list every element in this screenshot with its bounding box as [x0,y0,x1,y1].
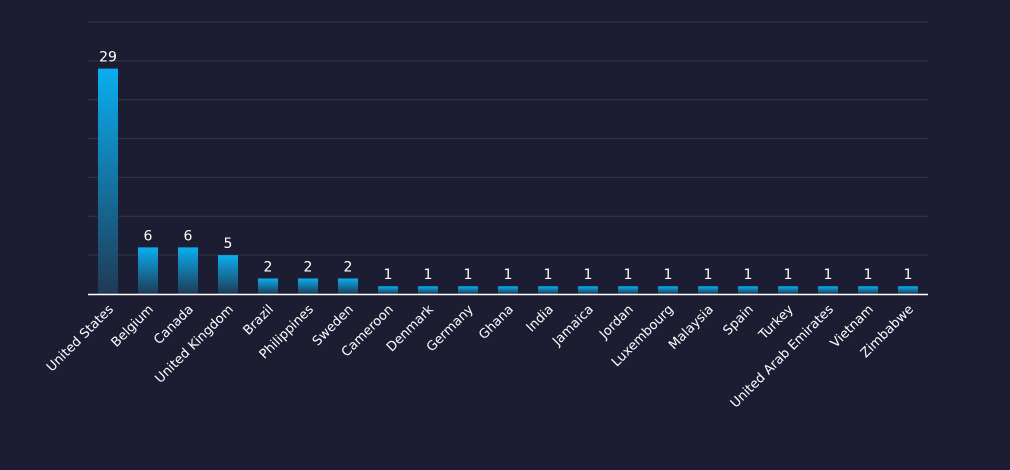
bar-zimbabwe [898,286,918,294]
bar-vietnam [858,286,878,294]
bar-india [538,286,558,294]
x-tick-label-brazil: Brazil [241,302,277,338]
bar-belgium [138,247,158,294]
bar-germany [458,286,478,294]
x-tick-label-jamaica: Jamaica [549,302,596,349]
data-label-jamaica: 1 [584,267,593,283]
data-label-united-kingdom: 5 [224,236,233,252]
data-label-zimbabwe: 1 [904,267,913,283]
data-label-united-states: 29 [99,50,117,66]
data-label-malaysia: 1 [704,267,713,283]
bar-canada [178,247,198,294]
data-label-india: 1 [544,267,553,283]
bar-jamaica [578,286,598,294]
data-label-turkey: 1 [784,267,793,283]
data-label-vietnam: 1 [864,267,873,283]
bar-united-arab-emirates [818,286,838,294]
bar-philippines [298,278,318,294]
bar-turkey [778,286,798,294]
data-label-spain: 1 [744,267,753,283]
bar-malaysia [698,286,718,294]
data-label-jordan: 1 [624,267,633,283]
data-label-luxembourg: 1 [664,267,673,283]
data-label-philippines: 2 [304,259,313,275]
data-label-brazil: 2 [264,259,273,275]
data-label-canada: 6 [184,228,193,244]
bar-luxembourg [658,286,678,294]
x-tick-label-spain: Spain [721,302,757,338]
x-tick-label-ghana: Ghana [476,302,517,343]
data-labels: 29 6 6 5 2 2 2 1 1 1 1 1 1 1 1 1 1 1 1 1 1 [99,50,912,284]
data-label-belgium: 6 [144,228,153,244]
data-label-ghana: 1 [504,267,513,283]
bar-cameroon [378,286,398,294]
bar-spain [738,286,758,294]
x-tick-label-united-states: United States [44,302,117,375]
x-tick-label-india: India [524,302,557,335]
bar-ghana [498,286,518,294]
grid-lines [88,21,928,256]
bar-united-kingdom [218,255,238,294]
bar-denmark [418,286,438,294]
bars [98,68,918,294]
bar-brazil [258,278,278,294]
bar-sweden [338,278,358,294]
bar-jordan [618,286,638,294]
data-label-sweden: 2 [344,259,353,275]
data-label-denmark: 1 [424,267,433,283]
data-label-germany: 1 [464,267,473,283]
data-label-cameroon: 1 [384,267,393,283]
x-tick-label-belgium: Belgium [109,302,157,350]
bar-united-states [98,68,118,294]
data-label-united-arab-emirates: 1 [824,267,833,283]
